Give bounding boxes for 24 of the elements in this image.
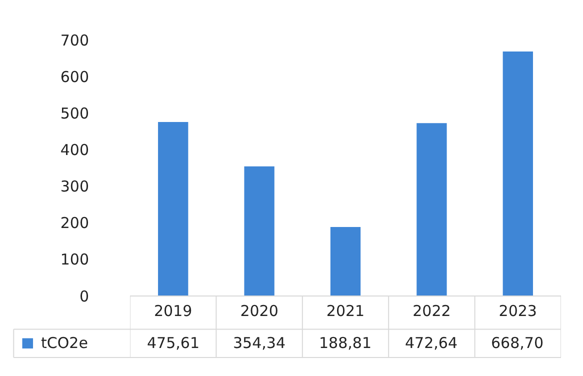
y-tick-label: 700: [60, 31, 89, 50]
x-tick-label: 2020: [240, 302, 278, 320]
data-label: 668,70: [491, 334, 544, 352]
bar: [158, 122, 188, 296]
y-tick-label: 600: [60, 68, 89, 86]
y-tick-label: 500: [60, 104, 89, 122]
bar: [244, 166, 274, 296]
x-tick-label: 2019: [154, 302, 192, 320]
y-tick-label: 0: [79, 287, 89, 306]
data-label: 475,61: [147, 334, 200, 352]
legend-label: tCO2e: [41, 334, 88, 352]
y-tick-label: 300: [60, 178, 89, 196]
y-tick-label: 400: [60, 140, 89, 159]
y-tick-label: 200: [60, 214, 89, 232]
x-tick-label: 2023: [498, 302, 537, 320]
data-label: 188,81: [319, 334, 372, 352]
data-label: 354,34: [233, 334, 286, 352]
data-label: 472,64: [405, 334, 458, 352]
x-tick-label: 2021: [326, 302, 365, 320]
x-tick-label: 2022: [412, 302, 451, 320]
bar: [330, 226, 361, 296]
bar: [416, 123, 447, 296]
y-tick-label: 100: [60, 250, 89, 269]
bar: [502, 51, 533, 296]
